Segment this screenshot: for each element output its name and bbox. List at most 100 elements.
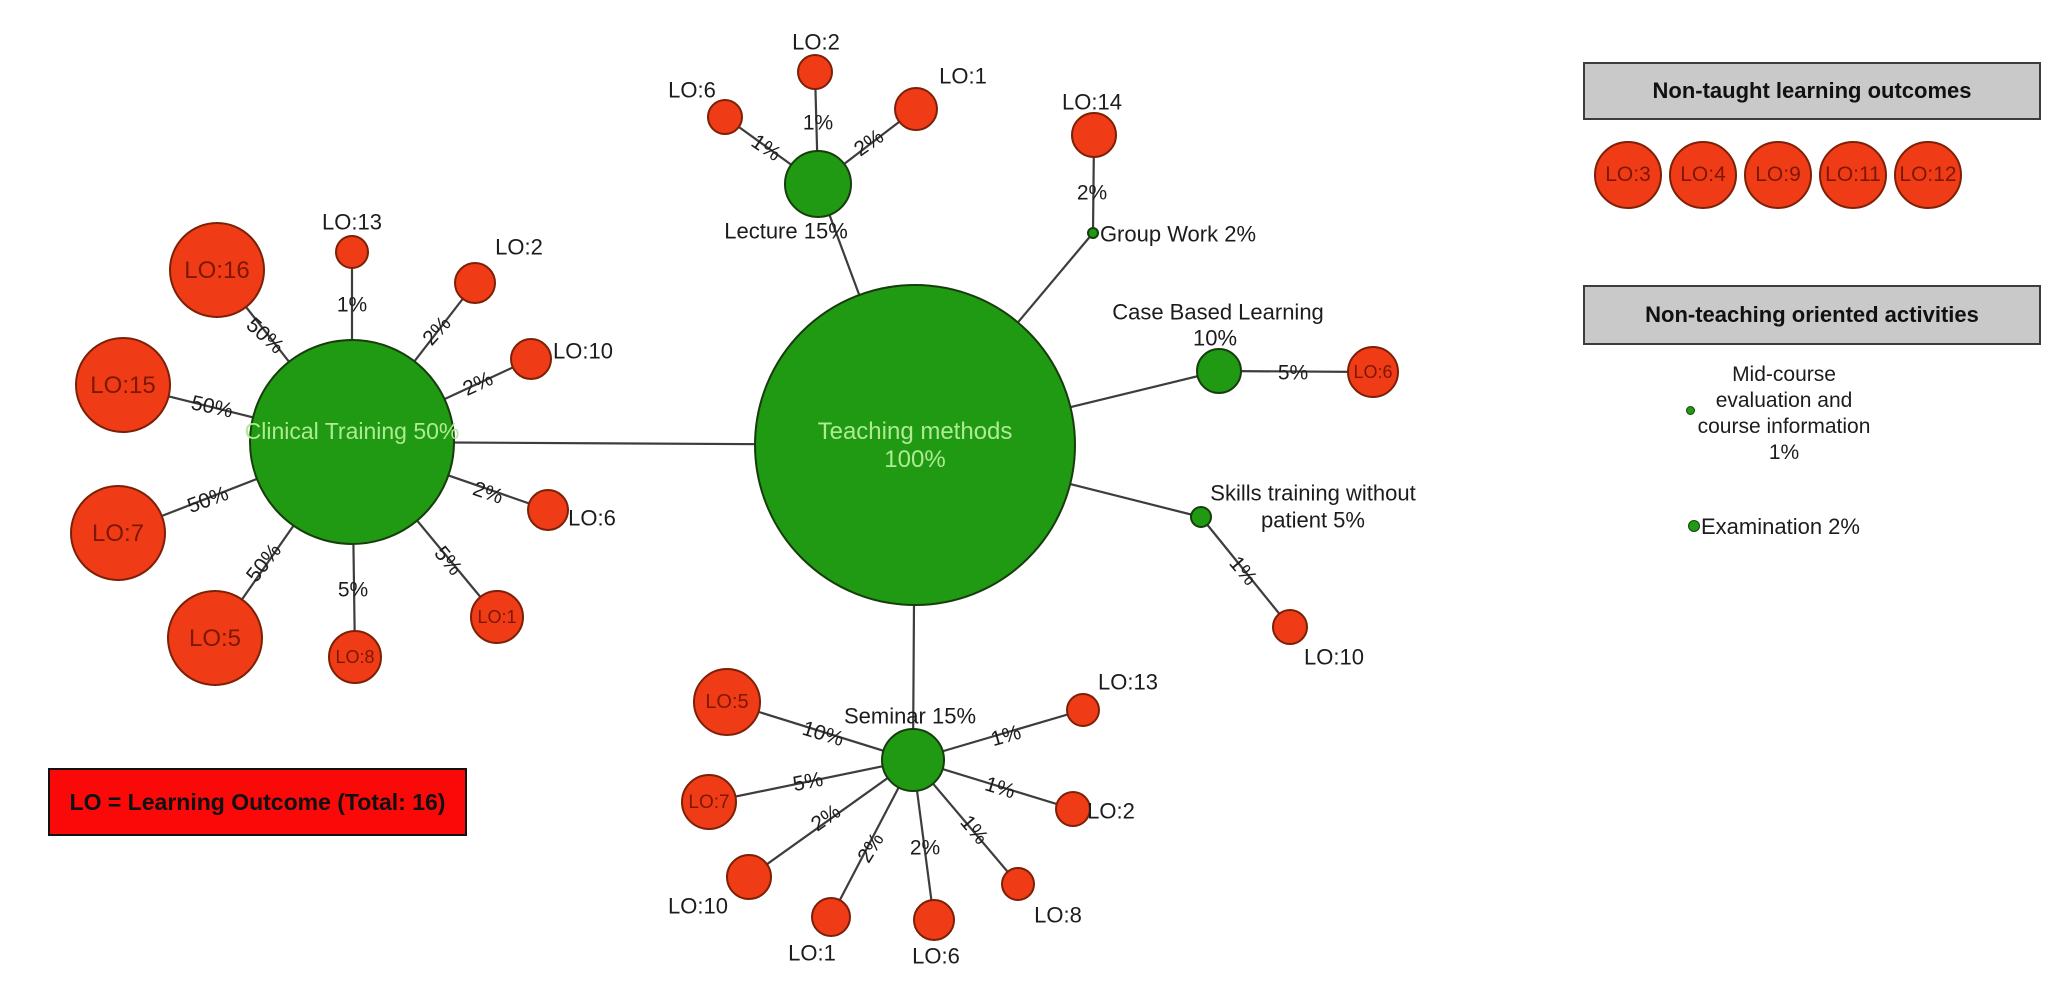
node-label-cl_lo16: LO:16 [184,257,249,284]
node-cl_lo16 [169,222,265,318]
node-label-cbl_lo6: LO:6 [1353,362,1392,382]
node-label-cl_lo5: LO:5 [189,625,241,652]
label-seminar-15: Seminar 15% [844,704,976,729]
edge-label-cl_lo7: 50% [184,482,231,518]
edge-label-sem_lo2: 1% [982,773,1018,804]
node-label-cl_lo8: LO:8 [335,647,374,667]
non-taught-lo-circle: LO:11 [1819,141,1887,209]
node-lec_lo2 [797,54,833,90]
node-cbl_lo6 [1347,346,1399,398]
node-sem_lo5 [693,668,761,736]
label-lecture-15: Lecture 15% [724,219,848,244]
node-cl_lo13 [335,235,369,269]
node-sem_lo7 [681,774,737,830]
edge-label-cl_lo13: 1% [337,294,367,317]
node-cbl [1196,348,1242,394]
edge-label-cl_lo2: 2% [418,312,455,350]
label-lo-1: LO:1 [939,64,987,89]
node-seminar [881,728,945,792]
mid-course-label-line: evaluation and [1715,389,1853,412]
edge-label-lec_lo2: 1% [803,112,833,135]
examination-node-dot [1688,520,1700,532]
label-group-work-2: Group Work 2% [1100,222,1256,247]
label-lo-14: LO:14 [1062,90,1122,115]
mid-course-label-line: course information [1697,415,1871,438]
node-label-cl_lo1: LO:1 [477,607,516,627]
node-label-cl_lo15: LO:15 [90,372,155,399]
edge-label-cl_lo8: 5% [338,579,368,602]
edge-label-cl_lo15: 50% [189,391,235,422]
lo-key-box-label: LO = Learning Outcome (Total: 16) [69,788,446,815]
mid-course-node-dot [1686,406,1695,415]
label-lo-6: LO:6 [568,506,616,531]
node-cl_lo1 [470,590,524,644]
node-cl_lo10 [510,338,552,380]
node-sem_lo6 [913,899,955,941]
label-lo-10: LO:10 [1304,645,1364,670]
node-lo14 [1071,112,1117,158]
node-label-clinical: Clinical Training 50% [245,418,460,444]
node-lec_lo6 [707,99,743,135]
label-lo-1: LO:1 [788,941,836,966]
label-lo-13: LO:13 [322,210,382,235]
label-skills-training-without: Skills training without [1210,481,1415,506]
label-lo-8: LO:8 [1034,903,1082,928]
label-lo-2: LO:2 [1087,799,1135,824]
node-lecture [784,150,852,218]
edge-label-sem_lo6: 2% [910,837,940,860]
label-lo-2: LO:2 [495,235,543,260]
node-lec_lo1 [894,87,938,131]
node-cl_lo7 [70,485,166,581]
non-taught-lo-circle: LO:3 [1594,141,1662,209]
mid-course-label-line: Mid-course [1732,363,1836,386]
label-lo-2: LO:2 [792,30,840,55]
label-10: 10% [1193,326,1237,351]
non-taught-outcomes-row: LO:3 LO:4 LO:9 LO:11 LO:12 [1594,141,1962,209]
node-sem_lo2 [1055,791,1091,827]
label-lo-6: LO:6 [668,78,716,103]
node-sem_lo1 [811,897,851,937]
mid-course-label-line: 1% [1768,441,1800,464]
edge-label-cl_lo10: 2% [459,367,496,401]
node-label-cl_lo7: LO:7 [92,520,144,547]
label-lo-10: LO:10 [553,339,613,364]
node-sk_lo10 [1272,609,1308,645]
node-teaching [754,284,1076,606]
edge-label-sem_lo13: 1% [988,721,1024,751]
label-patient-5: patient 5% [1261,508,1365,533]
non-taught-lo-circle: LO:12 [1894,141,1962,209]
node-sem_lo13 [1066,693,1100,727]
node-cl_lo2 [454,262,496,304]
legend-header-non-taught-label: Non-taught learning outcomes [1652,78,1972,103]
legend-header-activities-label: Non-teaching oriented activities [1645,302,1979,327]
legend-header-activities: Non-teaching oriented activities [1583,285,2041,345]
edge-label-sem_lo7: 5% [791,768,825,796]
node-cl_lo8 [328,630,382,684]
edge-seminar-sem_lo7 [708,758,914,804]
label-case-based-learning: Case Based Learning [1112,300,1324,325]
node-sem_lo10 [726,854,772,900]
edge-label-sem_lo1: 2% [853,829,889,867]
edge-label-lec_lo6: 1% [747,130,785,166]
node-groupwork [1087,227,1099,239]
edge-label-lo14: 2% [1077,182,1107,205]
node-cl_lo5 [167,590,263,686]
node-label-sem_lo5: LO:5 [705,691,748,713]
edge-label-cbl_lo6: 5% [1278,362,1308,385]
label-lo-13: LO:13 [1098,670,1158,695]
non-taught-lo-circle: LO:4 [1669,141,1737,209]
node-label-sem_lo7: LO:7 [688,792,729,813]
edge-label-cl_lo6: 2% [470,477,506,509]
node-label-teaching: Teaching methods 100% [818,418,1013,473]
mid-course-label: Mid-course evaluation and course informa… [1671,362,1897,466]
legend-header-non-taught: Non-taught learning outcomes [1583,62,2041,120]
lo-key-box: LO = Learning Outcome (Total: 16) [48,768,467,836]
node-sem_lo8 [1001,867,1035,901]
node-clinical [249,339,455,545]
node-cl_lo6 [527,489,569,531]
node-skills [1190,506,1212,528]
edge-skills-sk_lo10 [1200,516,1291,628]
non-taught-lo-circle: LO:9 [1744,141,1812,209]
